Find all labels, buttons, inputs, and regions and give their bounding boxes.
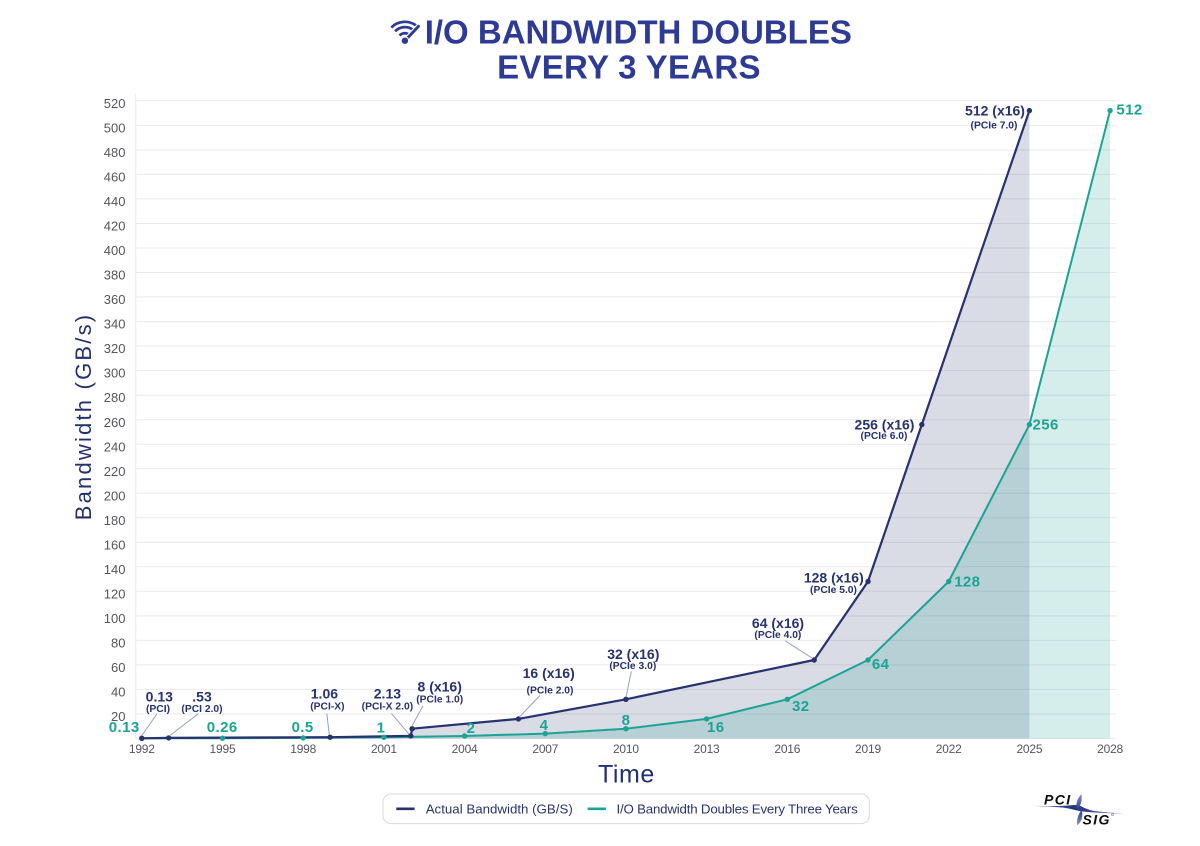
svg-text:340: 340: [104, 317, 126, 332]
svg-text:I/O BANDWIDTH DOUBLES: I/O BANDWIDTH DOUBLES: [425, 14, 852, 51]
svg-text:4: 4: [540, 717, 549, 734]
svg-text:0.13: 0.13: [146, 688, 173, 704]
svg-text:0.13: 0.13: [109, 719, 140, 736]
svg-text:480: 480: [104, 145, 126, 160]
svg-text:2.13: 2.13: [374, 685, 401, 701]
svg-text:2013: 2013: [694, 742, 720, 756]
svg-text:2004: 2004: [452, 742, 478, 756]
svg-text:160: 160: [104, 537, 126, 552]
svg-text:20: 20: [111, 709, 125, 724]
svg-text:Actual Bandwidth (GB/S): Actual Bandwidth (GB/S): [426, 801, 573, 816]
svg-text:Bandwidth (GB/s): Bandwidth (GB/s): [71, 313, 96, 521]
svg-text:128: 128: [954, 573, 980, 590]
svg-text:200: 200: [104, 488, 126, 503]
svg-text:(PCIe 7.0): (PCIe 7.0): [971, 121, 1018, 132]
svg-text:PCI: PCI: [1044, 792, 1072, 808]
svg-text:1: 1: [377, 720, 386, 737]
svg-text:(PCIe 3.0): (PCIe 3.0): [609, 661, 656, 672]
svg-text:(PCIe 5.0): (PCIe 5.0): [810, 585, 857, 596]
svg-text:512: 512: [1116, 102, 1142, 119]
svg-text:120: 120: [104, 586, 126, 601]
svg-text:512 (x16): 512 (x16): [965, 102, 1025, 118]
svg-text:420: 420: [104, 219, 126, 234]
svg-text:320: 320: [104, 341, 126, 356]
svg-text:520: 520: [104, 96, 126, 111]
svg-text:2025: 2025: [1016, 742, 1042, 756]
svg-text:SIG: SIG: [1083, 811, 1111, 827]
svg-text:256: 256: [1033, 417, 1059, 434]
svg-text:2016: 2016: [774, 742, 800, 756]
svg-text:128 (x16): 128 (x16): [804, 570, 864, 586]
svg-text:(PCIe 4.0): (PCIe 4.0): [754, 630, 801, 641]
svg-text:16: 16: [707, 719, 725, 736]
svg-text:2007: 2007: [532, 742, 558, 756]
svg-text:440: 440: [104, 194, 126, 209]
svg-text:I/O Bandwidth Doubles Every Th: I/O Bandwidth Doubles Every Three Years: [617, 801, 859, 816]
svg-text:8 (x16): 8 (x16): [418, 678, 462, 694]
svg-text:2028: 2028: [1097, 742, 1123, 756]
svg-text:64: 64: [872, 656, 890, 673]
svg-text:500: 500: [104, 121, 126, 136]
svg-text:Time: Time: [598, 761, 655, 789]
svg-text:60: 60: [111, 660, 125, 675]
svg-text:1995: 1995: [210, 742, 236, 756]
svg-text:2019: 2019: [855, 742, 881, 756]
svg-text:8: 8: [622, 712, 631, 729]
svg-text:32: 32: [792, 698, 810, 715]
svg-text:(PCIe 6.0): (PCIe 6.0): [861, 431, 908, 442]
svg-text:2: 2: [467, 720, 476, 737]
svg-text:.53: .53: [192, 688, 212, 704]
svg-text:(PCI-X 2.0): (PCI-X 2.0): [362, 702, 414, 713]
svg-text:100: 100: [104, 611, 126, 626]
svg-text:2001: 2001: [371, 742, 397, 756]
svg-text:260: 260: [104, 415, 126, 430]
svg-text:240: 240: [104, 439, 126, 454]
svg-text:220: 220: [104, 464, 126, 479]
svg-text:32 (x16): 32 (x16): [607, 646, 659, 662]
svg-text:(PCIe 2.0): (PCIe 2.0): [527, 685, 574, 696]
svg-text:80: 80: [111, 636, 125, 651]
svg-text:380: 380: [104, 268, 126, 283]
svg-text:2022: 2022: [936, 742, 962, 756]
svg-text:1992: 1992: [129, 742, 155, 756]
svg-text:(PCIe 1.0): (PCIe 1.0): [416, 694, 463, 705]
svg-text:280: 280: [104, 390, 126, 405]
svg-text:1.06: 1.06: [311, 685, 338, 701]
svg-text:EVERY 3 YEARS: EVERY 3 YEARS: [497, 49, 761, 86]
svg-text:16 (x16): 16 (x16): [523, 665, 575, 681]
svg-text:40: 40: [111, 685, 125, 700]
svg-text:460: 460: [104, 170, 126, 185]
svg-text:400: 400: [104, 243, 126, 258]
svg-text:(PCI): (PCI): [146, 704, 170, 715]
svg-text:2010: 2010: [613, 742, 639, 756]
svg-text:1998: 1998: [290, 742, 316, 756]
svg-text:256 (x16): 256 (x16): [855, 416, 915, 432]
svg-text:(PCI-X): (PCI-X): [310, 702, 344, 713]
svg-text:0.5: 0.5: [292, 719, 314, 736]
svg-text:360: 360: [104, 292, 126, 307]
svg-text:(PCI 2.0): (PCI 2.0): [181, 704, 222, 715]
svg-text:180: 180: [104, 513, 126, 528]
svg-text:140: 140: [104, 562, 126, 577]
svg-text:64 (x16): 64 (x16): [752, 615, 804, 631]
svg-text:300: 300: [104, 366, 126, 381]
svg-text:0.26: 0.26: [207, 719, 238, 736]
